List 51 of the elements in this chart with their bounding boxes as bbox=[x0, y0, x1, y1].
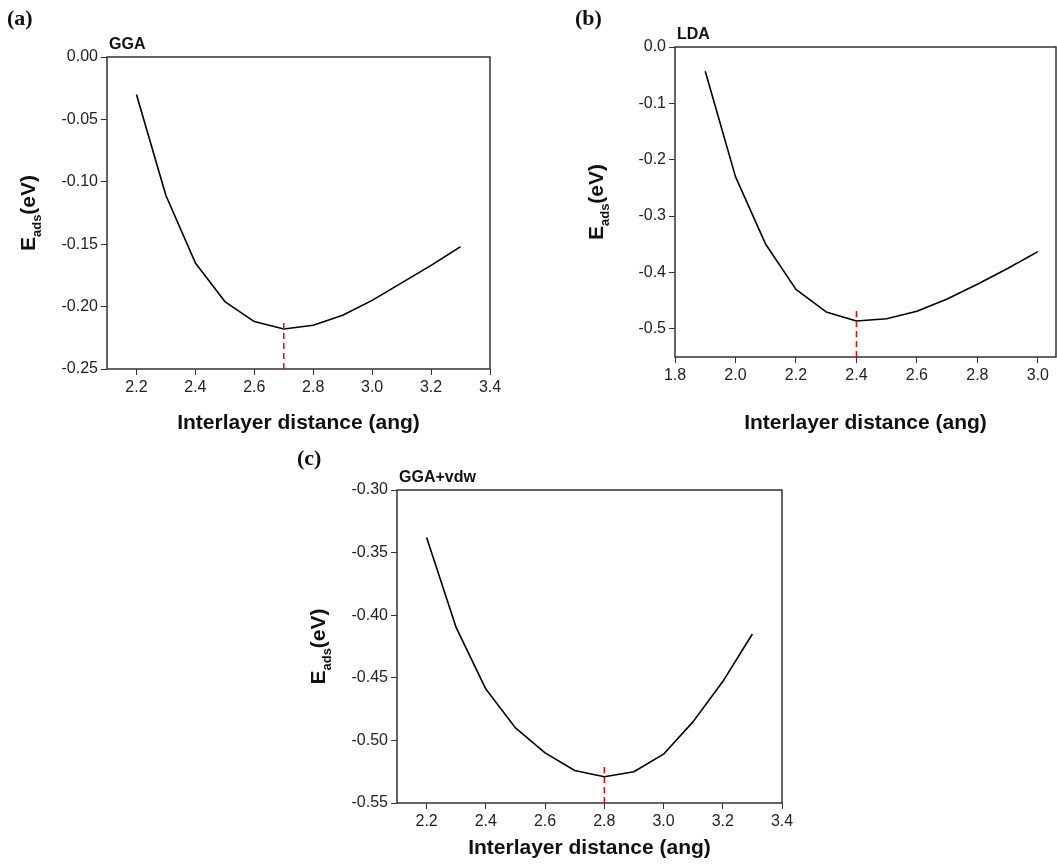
y-tick-label: -0.50 bbox=[351, 730, 389, 748]
x-tick-label: 3.0 bbox=[652, 812, 675, 830]
chart-title: GGA+vdw bbox=[399, 468, 477, 486]
x-tick-label: 2.8 bbox=[593, 812, 616, 830]
x-tick-label: 2.0 bbox=[724, 366, 747, 384]
y-tick-label: 0.00 bbox=[66, 47, 99, 65]
text: (a) bbox=[7, 4, 33, 30]
chart-title: GGA bbox=[109, 35, 146, 53]
x-axis-title: Interlayer distance (ang) bbox=[177, 410, 420, 434]
x-tick-label: 2.4 bbox=[474, 812, 498, 830]
x-tick-label: 2.8 bbox=[302, 378, 325, 396]
x-tick-label: 2.6 bbox=[243, 378, 266, 396]
chart-title: LDA bbox=[677, 25, 711, 43]
y-tick-label: -0.55 bbox=[351, 793, 389, 811]
x-tick-label: 2.2 bbox=[415, 812, 438, 830]
y-tick-label: -0.35 bbox=[351, 543, 389, 561]
y-axis-title: Eads(eV) bbox=[584, 163, 612, 241]
x-tick-label: 2.4 bbox=[845, 366, 868, 384]
y-tick-label: -0.40 bbox=[351, 605, 389, 623]
y-tick-label: -0.5 bbox=[638, 319, 667, 337]
y-tick-label: 0.0 bbox=[643, 37, 667, 55]
y-tick-label: -0.1 bbox=[638, 93, 667, 111]
x-tick-label: 2.4 bbox=[184, 378, 207, 396]
x-tick-label: 3.2 bbox=[419, 378, 443, 396]
x-tick-label: 3.0 bbox=[1026, 366, 1050, 384]
x-tick-label: 2.2 bbox=[125, 378, 148, 396]
y-axis-title: Eads(eV) bbox=[16, 174, 44, 252]
x-tick-label: 3.4 bbox=[478, 378, 502, 396]
y-tick-label: -0.3 bbox=[638, 206, 667, 224]
x-axis-title: Interlayer distance (ang) bbox=[744, 410, 987, 434]
x-tick-label: 2.2 bbox=[784, 366, 808, 384]
y-tick-label: -0.10 bbox=[61, 172, 99, 190]
x-tick-label: 1.8 bbox=[663, 366, 687, 384]
x-tick-label: 3.2 bbox=[711, 812, 734, 830]
y-axis-title: Eads(eV) bbox=[306, 608, 334, 685]
x-tick-label: 3.4 bbox=[770, 812, 794, 830]
x-tick-label: 3.0 bbox=[361, 378, 384, 396]
x-axis-title: Interlayer distance (ang) bbox=[468, 835, 711, 859]
x-tick-label: 2.6 bbox=[533, 812, 557, 830]
y-tick-label: -0.45 bbox=[351, 668, 389, 686]
y-tick-label: -0.4 bbox=[638, 262, 667, 280]
y-tick-label: -0.15 bbox=[61, 234, 99, 252]
y-tick-label: -0.2 bbox=[638, 150, 667, 168]
text: (c) bbox=[297, 444, 322, 470]
y-tick-label: -0.30 bbox=[351, 480, 389, 498]
y-tick-label: -0.20 bbox=[61, 297, 99, 315]
y-tick-label: -0.25 bbox=[61, 359, 99, 377]
y-tick-label: -0.05 bbox=[61, 109, 99, 127]
x-tick-label: 2.8 bbox=[966, 366, 989, 384]
text: (b) bbox=[575, 4, 602, 30]
x-tick-label: 2.6 bbox=[905, 366, 929, 384]
